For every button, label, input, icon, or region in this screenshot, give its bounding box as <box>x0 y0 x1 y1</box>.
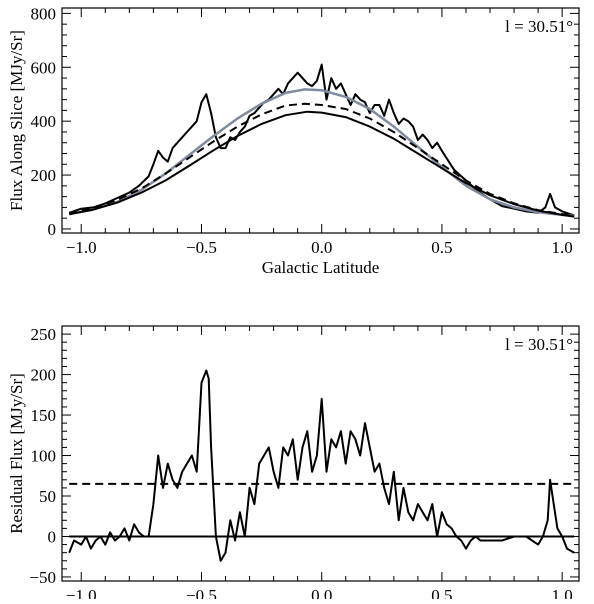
panel2-y-tick-label: 250 <box>31 325 57 344</box>
panel1-longitude-annotation: l = 30.51° <box>505 17 573 36</box>
panel1-series-4-line <box>69 110 575 218</box>
panel1-y-tick-label: 600 <box>31 58 57 77</box>
panel2-y-tick-label: 100 <box>31 447 57 466</box>
panel2-y-tick-label: 200 <box>31 366 57 385</box>
panel1-x-tick-label: 0.0 <box>311 238 332 257</box>
panel2-x-tick-label: 0.5 <box>431 586 452 599</box>
panel2-y-tick-label: 50 <box>39 487 56 506</box>
panel1-y-tick-label: 0 <box>48 220 57 239</box>
panel2-y-tick-label: −50 <box>29 568 56 587</box>
panel2-x-tick-label: 1.0 <box>552 586 573 599</box>
panel1-series-3-line <box>68 102 575 217</box>
panel1-x-tick-label: −0.5 <box>186 238 217 257</box>
panel1-y-tick-label: 200 <box>31 166 57 185</box>
panel1-x-axis-title: Galactic Latitude <box>262 258 380 277</box>
panel2-x-tick-label: −1.0 <box>66 586 97 599</box>
panel1-series-1-line <box>68 63 575 217</box>
panel2-y-axis-title: Residual Flux [MJy/Sr] <box>7 373 26 534</box>
panel2-axes-frame <box>61 325 580 582</box>
panel1-axes-frame <box>61 7 580 234</box>
panel2-x-tick-label: −0.5 <box>186 586 217 599</box>
panel2-series-1-line <box>68 369 575 562</box>
panel1-y-axis-title: Flux Along Slice [MJy/Sr] <box>7 30 26 211</box>
panel2-longitude-annotation: l = 30.51° <box>505 335 573 354</box>
panel2-y-tick-label: 0 <box>48 527 57 546</box>
panel1-x-tick-label: 0.5 <box>431 238 452 257</box>
panel1-x-tick-label: −1.0 <box>66 238 97 257</box>
panel2-x-tick-label: 0.0 <box>311 586 332 599</box>
panel2-y-tick-label: 150 <box>31 406 57 425</box>
panel1-y-tick-label: 400 <box>31 112 57 131</box>
panel1-y-tick-label: 800 <box>31 4 57 23</box>
panel1-x-tick-label: 1.0 <box>552 238 573 257</box>
